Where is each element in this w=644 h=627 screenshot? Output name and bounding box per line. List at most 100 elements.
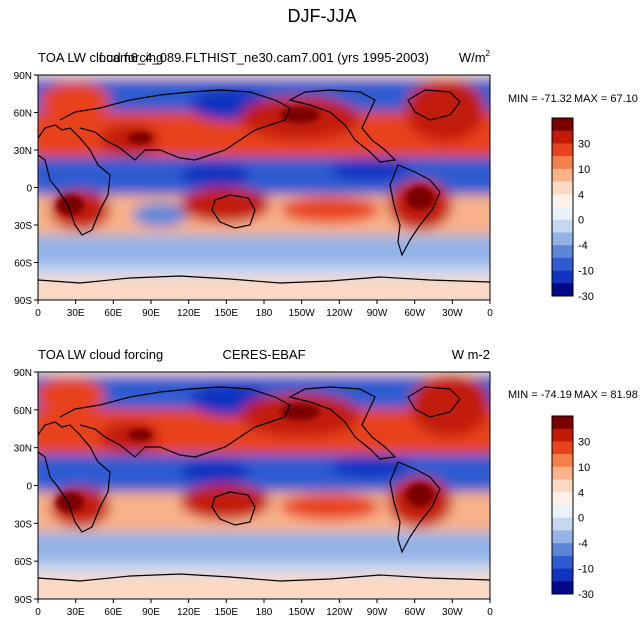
- panel-1-units: W/m2: [459, 49, 491, 65]
- panel-1-colorbar-label: -30: [578, 291, 594, 303]
- panel-2-lat-axis: 90N 60N 30N 0 30S 60S 90S: [14, 368, 38, 606]
- panel-1-colorbar-swatch: [552, 156, 573, 170]
- panel-2-lon-label: 60E: [104, 607, 122, 618]
- panel-2-lon-label: 180: [256, 607, 273, 618]
- panel-2-colorbar: 30 10 4 0 -4 -10 -30: [551, 415, 594, 601]
- panel-1-colorbar-swatch: [552, 118, 573, 132]
- panel-1-colorbar-label: -10: [578, 266, 594, 278]
- panel-1-lon-label: 90W: [367, 308, 388, 319]
- panel-1-colorbar-swatch: [552, 270, 573, 284]
- panel-2-min-label: MIN = -74.19: [508, 389, 572, 401]
- panel-1-lon-axis: 0 30E 60E 90E 120E 150E 180 150W 120W 90W 60W 30W 0: [35, 300, 493, 319]
- panel-2-colorbar-swatch: [552, 568, 573, 582]
- panel-1-colorbar-label: 30: [578, 138, 590, 150]
- panel-1-colorbar-swatch: [552, 219, 573, 233]
- panel-2-max-label: MAX = 81.98: [574, 389, 638, 401]
- panel-2-lon-label: 0: [35, 607, 41, 618]
- panel-1-lon-label: 30W: [442, 308, 463, 319]
- panel-1-lon-label: 180: [256, 308, 273, 319]
- panel-1-colorbar: 30 10 4 0 -4 -10 -30: [551, 117, 594, 303]
- panel-2-colorbar-swatch: [552, 466, 573, 480]
- panel-1-colorbar-swatch: [552, 130, 573, 144]
- panel-1-lat-label: 30N: [14, 146, 32, 157]
- panel-1-lon-label: 150W: [289, 308, 316, 319]
- panel-1-map: [38, 75, 490, 300]
- panel-1-colorbar-swatch: [552, 232, 573, 246]
- figure-title: DJF-JJA: [288, 6, 357, 26]
- panel-2-colorbar-swatch: [552, 581, 573, 595]
- panel-2-colorbar-swatch: [552, 517, 573, 531]
- panel-2-colorbar-label: -10: [578, 564, 594, 576]
- panel-1-coastlines: [38, 89, 490, 284]
- panel-2-lat-label: 30S: [14, 519, 32, 530]
- panel-1-colorbar-swatch: [552, 194, 573, 208]
- panel-2-colorbar-swatch: [552, 416, 573, 430]
- panel-2-colorbar-swatch: [552, 454, 573, 468]
- panel-2-colorbar-label: 4: [578, 487, 584, 499]
- panel-1-lon-label: 90E: [142, 308, 160, 319]
- panel-2-map: [38, 372, 490, 599]
- panel-1-colorbar-swatch: [552, 207, 573, 221]
- panel-1-lon-label: 150E: [215, 308, 239, 319]
- panel-2-colorbar-swatch: [552, 479, 573, 493]
- panel-1-lon-label: 60E: [104, 308, 122, 319]
- panel-1-lon-label: 30E: [67, 308, 85, 319]
- panel-1-colorbar-label: 10: [578, 164, 590, 176]
- panel-1-lat-axis: 90N 60N 30N 0 30S 60S 90S: [14, 71, 38, 307]
- panel-1-colorbar-label: -4: [578, 240, 588, 252]
- panel-2-colorbar-swatch: [552, 530, 573, 544]
- panel-1-lat-label: 90S: [14, 296, 32, 307]
- panel-1-colorbar-swatch: [552, 181, 573, 195]
- panel-2-lon-label: 150W: [289, 607, 316, 618]
- panel-2-left-title: TOA LW cloud forcing: [38, 347, 163, 362]
- panel-1-lon-label: 0: [487, 308, 493, 319]
- panel-2-colorbar-swatch: [552, 428, 573, 442]
- panel-1: TOA LW cloud forcing f.cam6_4_089.FLTHIS…: [14, 49, 638, 319]
- panel-1-colorbar-swatch: [552, 143, 573, 157]
- panel-1-center-title: f.cam6_4_089.FLTHIST_ne30.cam7.001 (yrs …: [99, 50, 429, 65]
- panel-1-left-title: TOA LW cloud forcing: [38, 50, 163, 65]
- panel-1-colorbar-swatch: [552, 257, 573, 271]
- panel-2-lon-label: 150E: [215, 607, 239, 618]
- panel-2-colorbar-label: -30: [578, 589, 594, 601]
- panel-1-max-label: MAX = 67.10: [574, 93, 638, 105]
- panel-1-lon-label: 120W: [326, 308, 353, 319]
- panel-1-colorbar-swatch: [552, 168, 573, 182]
- panel-1-colorbar-swatch: [552, 283, 573, 297]
- panel-2-lon-axis: 0 30E 60E 90E 120E 150E 180 150W 120W 90W 60W 30W 0: [35, 599, 493, 618]
- panel-1-lon-label: 0: [35, 308, 41, 319]
- panel-2-lat-label: 0: [26, 482, 32, 493]
- panel-2-lon-label: 0: [487, 607, 493, 618]
- panel-2-lon-label: 120E: [177, 607, 201, 618]
- panel-2-lon-label: 120W: [326, 607, 353, 618]
- panel-2-lon-label: 30E: [67, 607, 85, 618]
- panel-1-lat-label: 90N: [14, 71, 32, 82]
- panel-1-lat-label: 60N: [14, 109, 32, 120]
- panel-1-colorbar-label: 4: [578, 189, 584, 201]
- panel-2-colorbar-swatch: [552, 492, 573, 506]
- panel-1-colorbar-swatch: [552, 245, 573, 259]
- panel-2-lon-label: 60W: [404, 607, 425, 618]
- panel-1-colorbar-label: 0: [578, 215, 584, 227]
- panel-2-colorbar-label: -4: [578, 538, 588, 550]
- panel-2-colorbar-swatch: [552, 505, 573, 519]
- panel-2-lat-label: 60S: [14, 557, 32, 568]
- panel-1-lat-label: 60S: [14, 259, 32, 270]
- panel-2: TOA LW cloud forcing CERES-EBAF W m-2: [14, 347, 638, 618]
- panel-2-colorbar-swatch: [552, 441, 573, 455]
- panel-1-lat-label: 30S: [14, 221, 32, 232]
- panel-1-lon-label: 60W: [404, 308, 425, 319]
- panel-2-lat-label: 60N: [14, 406, 32, 417]
- panel-2-colorbar-label: 0: [578, 513, 584, 525]
- panel-2-center-title: CERES-EBAF: [222, 347, 305, 362]
- panel-2-coastlines: [38, 386, 490, 582]
- panel-2-lon-label: 90E: [142, 607, 160, 618]
- panel-2-colorbar-label: 30: [578, 436, 590, 448]
- panel-2-lat-label: 90N: [14, 368, 32, 379]
- panel-1-min-label: MIN = -71.32: [508, 93, 572, 105]
- panel-2-colorbar-swatch: [552, 543, 573, 557]
- panel-2-lat-label: 90S: [14, 595, 32, 606]
- panel-2-lon-label: 30W: [442, 607, 463, 618]
- panel-2-units: W m-2: [452, 347, 490, 362]
